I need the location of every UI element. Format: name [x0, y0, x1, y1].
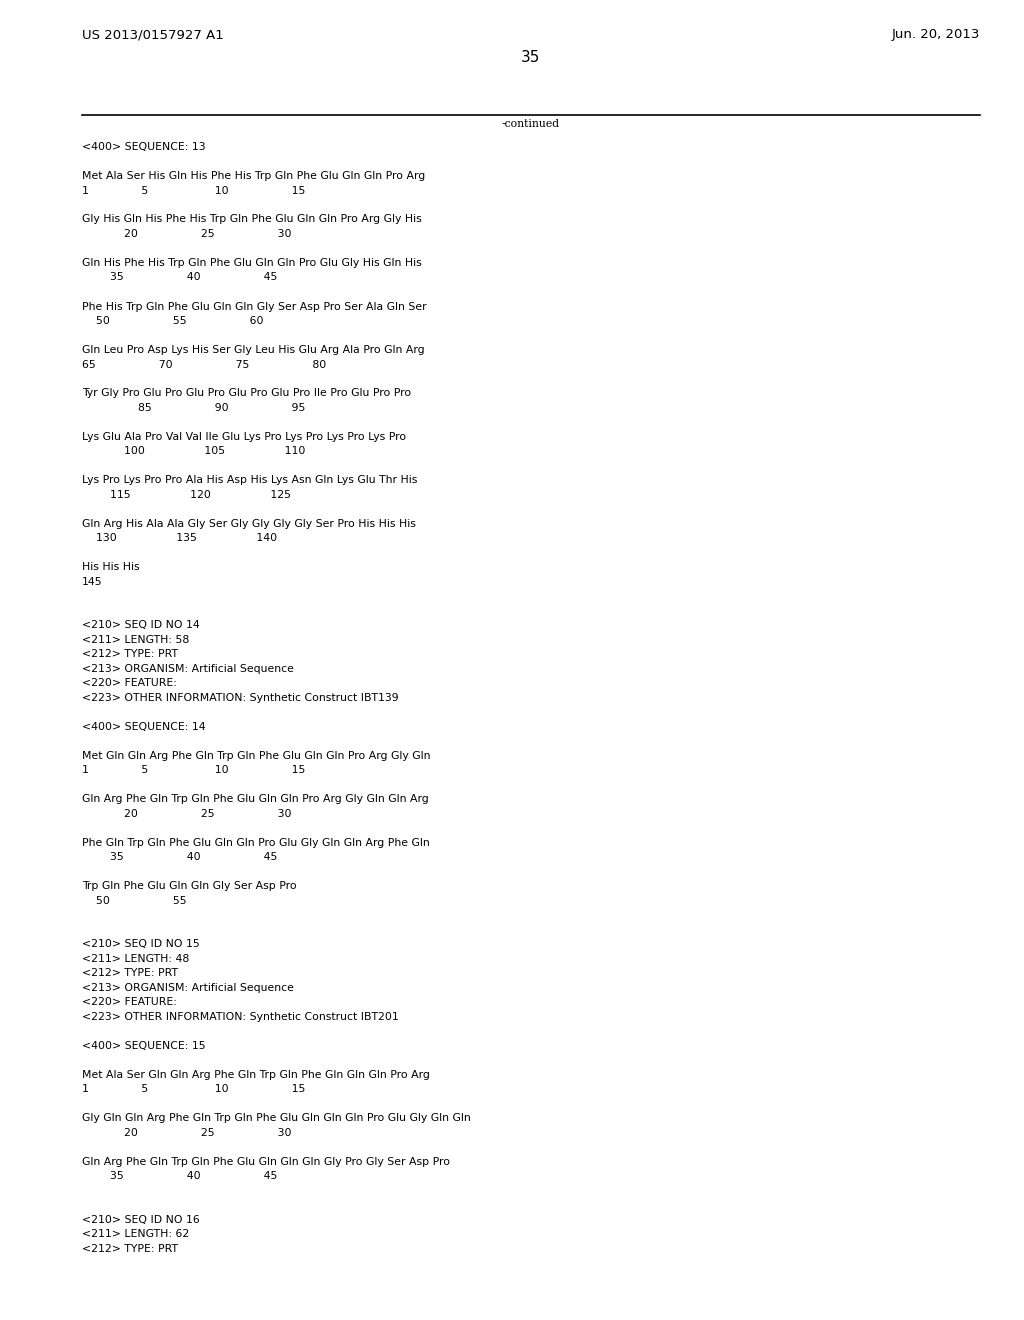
Text: Trp Gln Phe Glu Gln Gln Gly Ser Asp Pro: Trp Gln Phe Glu Gln Gln Gly Ser Asp Pro: [82, 882, 297, 891]
Text: <223> OTHER INFORMATION: Synthetic Construct IBT139: <223> OTHER INFORMATION: Synthetic Const…: [82, 693, 398, 704]
Text: 85                  90                  95: 85 90 95: [82, 403, 305, 413]
Text: 50                  55: 50 55: [82, 896, 186, 906]
Text: Lys Glu Ala Pro Val Val Ile Glu Lys Pro Lys Pro Lys Pro Lys Pro: Lys Glu Ala Pro Val Val Ile Glu Lys Pro …: [82, 432, 407, 442]
Text: <211> LENGTH: 48: <211> LENGTH: 48: [82, 954, 189, 964]
Text: Jun. 20, 2013: Jun. 20, 2013: [892, 28, 980, 41]
Text: 35                  40                  45: 35 40 45: [82, 272, 278, 282]
Text: <400> SEQUENCE: 13: <400> SEQUENCE: 13: [82, 143, 206, 152]
Text: Met Ala Ser His Gln His Phe His Trp Gln Phe Glu Gln Gln Pro Arg: Met Ala Ser His Gln His Phe His Trp Gln …: [82, 172, 425, 181]
Text: US 2013/0157927 A1: US 2013/0157927 A1: [82, 28, 224, 41]
Text: Tyr Gly Pro Glu Pro Glu Pro Glu Pro Glu Pro Ile Pro Glu Pro Pro: Tyr Gly Pro Glu Pro Glu Pro Glu Pro Glu …: [82, 388, 411, 399]
Text: Gln Arg His Ala Ala Gly Ser Gly Gly Gly Gly Ser Pro His His His: Gln Arg His Ala Ala Gly Ser Gly Gly Gly …: [82, 519, 416, 529]
Text: <211> LENGTH: 62: <211> LENGTH: 62: [82, 1229, 189, 1239]
Text: <212> TYPE: PRT: <212> TYPE: PRT: [82, 969, 178, 978]
Text: Gln Leu Pro Asp Lys His Ser Gly Leu His Glu Arg Ala Pro Gln Arg: Gln Leu Pro Asp Lys His Ser Gly Leu His …: [82, 345, 425, 355]
Text: 35                  40                  45: 35 40 45: [82, 853, 278, 862]
Text: <400> SEQUENCE: 14: <400> SEQUENCE: 14: [82, 722, 206, 733]
Text: Gln Arg Phe Gln Trp Gln Phe Glu Gln Gln Pro Arg Gly Gln Gln Arg: Gln Arg Phe Gln Trp Gln Phe Glu Gln Gln …: [82, 795, 429, 804]
Text: Lys Pro Lys Pro Pro Ala His Asp His Lys Asn Gln Lys Glu Thr His: Lys Pro Lys Pro Pro Ala His Asp His Lys …: [82, 475, 418, 486]
Text: <210> SEQ ID NO 15: <210> SEQ ID NO 15: [82, 940, 200, 949]
Text: 1               5                   10                  15: 1 5 10 15: [82, 766, 305, 775]
Text: 115                 120                 125: 115 120 125: [82, 490, 291, 500]
Text: 65                  70                  75                  80: 65 70 75 80: [82, 359, 327, 370]
Text: Phe His Trp Gln Phe Glu Gln Gln Gly Ser Asp Pro Ser Ala Gln Ser: Phe His Trp Gln Phe Glu Gln Gln Gly Ser …: [82, 301, 427, 312]
Text: <223> OTHER INFORMATION: Synthetic Construct IBT201: <223> OTHER INFORMATION: Synthetic Const…: [82, 1012, 398, 1022]
Text: <220> FEATURE:: <220> FEATURE:: [82, 998, 177, 1007]
Text: 50                  55                  60: 50 55 60: [82, 315, 263, 326]
Text: 20                  25                  30: 20 25 30: [82, 1129, 292, 1138]
Text: <213> ORGANISM: Artificial Sequence: <213> ORGANISM: Artificial Sequence: [82, 983, 294, 993]
Text: <211> LENGTH: 58: <211> LENGTH: 58: [82, 635, 189, 645]
Text: 35: 35: [521, 50, 541, 65]
Text: 1               5                   10                  15: 1 5 10 15: [82, 186, 305, 195]
Text: 100                 105                 110: 100 105 110: [82, 446, 305, 457]
Text: <212> TYPE: PRT: <212> TYPE: PRT: [82, 649, 178, 660]
Text: <210> SEQ ID NO 16: <210> SEQ ID NO 16: [82, 1214, 200, 1225]
Text: 20                  25                  30: 20 25 30: [82, 809, 292, 818]
Text: <213> ORGANISM: Artificial Sequence: <213> ORGANISM: Artificial Sequence: [82, 664, 294, 675]
Text: Met Gln Gln Arg Phe Gln Trp Gln Phe Glu Gln Gln Pro Arg Gly Gln: Met Gln Gln Arg Phe Gln Trp Gln Phe Glu …: [82, 751, 430, 762]
Text: 145: 145: [82, 577, 102, 587]
Text: Gly His Gln His Phe His Trp Gln Phe Glu Gln Gln Pro Arg Gly His: Gly His Gln His Phe His Trp Gln Phe Glu …: [82, 214, 422, 224]
Text: -continued: -continued: [502, 119, 560, 129]
Text: 35                  40                  45: 35 40 45: [82, 1171, 278, 1181]
Text: 1               5                   10                  15: 1 5 10 15: [82, 1085, 305, 1094]
Text: <220> FEATURE:: <220> FEATURE:: [82, 678, 177, 689]
Text: 130                 135                 140: 130 135 140: [82, 533, 278, 544]
Text: Gln Arg Phe Gln Trp Gln Phe Glu Gln Gln Gln Gly Pro Gly Ser Asp Pro: Gln Arg Phe Gln Trp Gln Phe Glu Gln Gln …: [82, 1158, 450, 1167]
Text: Gly Gln Gln Arg Phe Gln Trp Gln Phe Glu Gln Gln Gln Pro Glu Gly Gln Gln: Gly Gln Gln Arg Phe Gln Trp Gln Phe Glu …: [82, 1114, 471, 1123]
Text: 20                  25                  30: 20 25 30: [82, 228, 292, 239]
Text: Gln His Phe His Trp Gln Phe Glu Gln Gln Pro Glu Gly His Gln His: Gln His Phe His Trp Gln Phe Glu Gln Gln …: [82, 257, 422, 268]
Text: Phe Gln Trp Gln Phe Glu Gln Gln Pro Glu Gly Gln Gln Arg Phe Gln: Phe Gln Trp Gln Phe Glu Gln Gln Pro Glu …: [82, 838, 430, 847]
Text: His His His: His His His: [82, 562, 139, 573]
Text: <400> SEQUENCE: 15: <400> SEQUENCE: 15: [82, 1041, 206, 1051]
Text: <212> TYPE: PRT: <212> TYPE: PRT: [82, 1243, 178, 1254]
Text: Met Ala Ser Gln Gln Arg Phe Gln Trp Gln Phe Gln Gln Gln Pro Arg: Met Ala Ser Gln Gln Arg Phe Gln Trp Gln …: [82, 1071, 430, 1080]
Text: <210> SEQ ID NO 14: <210> SEQ ID NO 14: [82, 620, 200, 631]
